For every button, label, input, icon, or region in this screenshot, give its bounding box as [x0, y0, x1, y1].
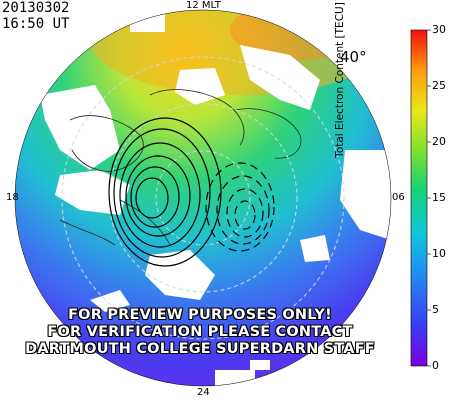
mlt-label-bottom: 24 [197, 387, 210, 398]
colorbar-tick-label: 0 [432, 359, 439, 372]
mlt-label-top: 12 MLT [186, 0, 221, 11]
colorbar-tick-label: 20 [432, 135, 446, 148]
date-label: 20130302 [2, 0, 70, 16]
colorbar-tick-label: 15 [432, 191, 446, 204]
potential-contours-negative [205, 162, 275, 252]
time-label: 16:50 UT [2, 16, 70, 32]
colorbar-tick-label: 10 [432, 247, 446, 260]
coastlines [59, 89, 302, 246]
mlt-label-right: 06 [392, 192, 405, 203]
colorbar [410, 29, 428, 367]
colorbar-tick-label: 30 [432, 23, 446, 36]
watermark-line-2: FOR VERIFICATION PLEASE CONTACT [47, 324, 353, 340]
colorbar-title: Total Electron Content [TECU] [334, 2, 346, 158]
mlt-label-left: 18 [6, 192, 19, 203]
latitude-label: 40° [340, 48, 367, 66]
watermark-line-1: FOR PREVIEW PURPOSES ONLY! [68, 307, 332, 323]
watermark-line-3: DARTMOUTH COLLEGE SUPERDARN STAFF [25, 341, 375, 357]
colorbar-tick-label: 25 [432, 79, 446, 92]
colorbar-tick-label: 5 [432, 303, 439, 316]
data-gap-patches [40, 12, 391, 386]
potential-contours [108, 117, 222, 267]
colorbar-ticks [427, 29, 431, 367]
map-boundary [14, 9, 392, 387]
